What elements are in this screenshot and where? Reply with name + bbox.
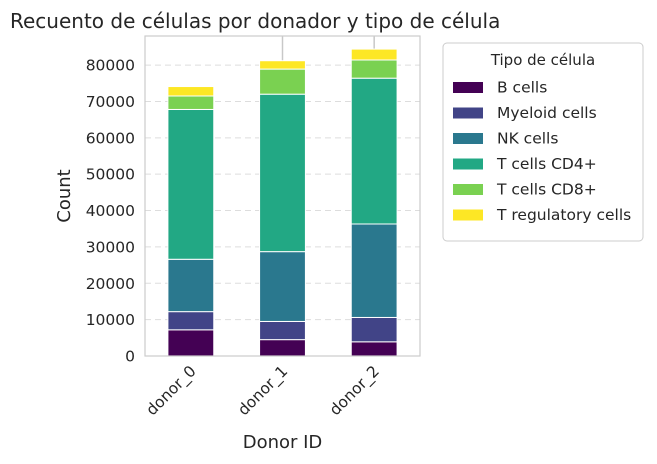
legend-label-2: NK cells: [497, 130, 558, 148]
bar-donor_0-b-cells: [167, 329, 215, 357]
y-tick-label-3: 30000: [86, 238, 135, 256]
legend-swatch-2: [453, 133, 483, 144]
x-tick-label-1: donor_1: [234, 362, 292, 420]
y-tick-label-1: 10000: [86, 311, 135, 329]
legend-label-0: B cells: [497, 79, 547, 97]
legend-swatch-4: [453, 184, 483, 195]
legend-box: [442, 42, 644, 242]
bar-donor_0-t-cells-cd8-: [167, 95, 215, 110]
legend-swatch-3: [453, 158, 483, 170]
bar-donor_2-t-cells-cd4-: [350, 77, 398, 225]
x-tick-labels: donor_0 donor_1 donor_2: [143, 362, 384, 420]
bar-donor_2-myeloid-cells: [350, 316, 398, 343]
bars: [167, 48, 398, 357]
legend-label-3: T cells CD4+: [496, 155, 597, 173]
legend-label-5: T regulatory cells: [496, 206, 631, 224]
legend: Tipo de célula B cells Myeloid cells NK ce…: [442, 42, 644, 242]
legend-swatch-1: [453, 107, 483, 119]
y-tick-label-7: 70000: [86, 93, 135, 111]
y-axis-label: Count: [54, 169, 75, 222]
legend-swatch-0: [453, 82, 483, 93]
legend-label-4: T cells CD8+: [496, 181, 597, 199]
bar-donor_1-myeloid-cells: [259, 320, 306, 341]
y-tick-label-8: 80000: [86, 57, 135, 75]
y-tick-label-2: 20000: [86, 275, 135, 293]
bar-donor_2-t-regulatory-cells: [350, 48, 398, 61]
bar-donor_2-t-cells-cd8-: [350, 59, 398, 79]
bar-donor_1-t-regulatory-cells: [259, 60, 306, 70]
bar-donor_1-b-cells: [259, 339, 306, 357]
x-axis-label: Donor ID: [243, 432, 323, 453]
y-tick-label-6: 60000: [86, 129, 135, 147]
y-tick-labels: 0 10000 20000 30000 40000 50000 60000 70000 8000…: [86, 57, 135, 366]
legend-title: Tipo de célula: [490, 51, 595, 69]
bar-donor_0-myeloid-cells: [167, 311, 215, 331]
bar-donor_1-nk-cells: [259, 251, 306, 322]
bar-donor_0-t-cells-cd4-: [167, 108, 215, 260]
error-bars: [281, 36, 375, 61]
bar-donor_2-nk-cells: [350, 223, 398, 318]
y-tick-label-0: 0: [125, 348, 135, 366]
legend-items: B cells Myeloid cells NK cells T cells CD4+…: [453, 79, 631, 224]
bar-donor_2-b-cells: [350, 341, 398, 357]
y-tick-label-5: 50000: [86, 166, 135, 184]
x-tick-label-0: donor_0: [143, 362, 201, 420]
chart-title: Recuento de células por donador y tipo d…: [10, 9, 500, 33]
bar-donor_1-t-cells-cd4-: [259, 93, 306, 253]
bar-donor_1-t-cells-cd8-: [259, 68, 306, 95]
x-tick-label-2: donor_2: [326, 362, 384, 420]
y-tick-label-4: 40000: [86, 202, 135, 220]
legend-label-1: Myeloid cells: [497, 104, 597, 122]
bar-donor_0-t-regulatory-cells: [167, 86, 215, 97]
plot-frame: [144, 35, 421, 357]
legend-swatch-5: [453, 209, 483, 221]
bar-donor_0-nk-cells: [167, 258, 215, 313]
